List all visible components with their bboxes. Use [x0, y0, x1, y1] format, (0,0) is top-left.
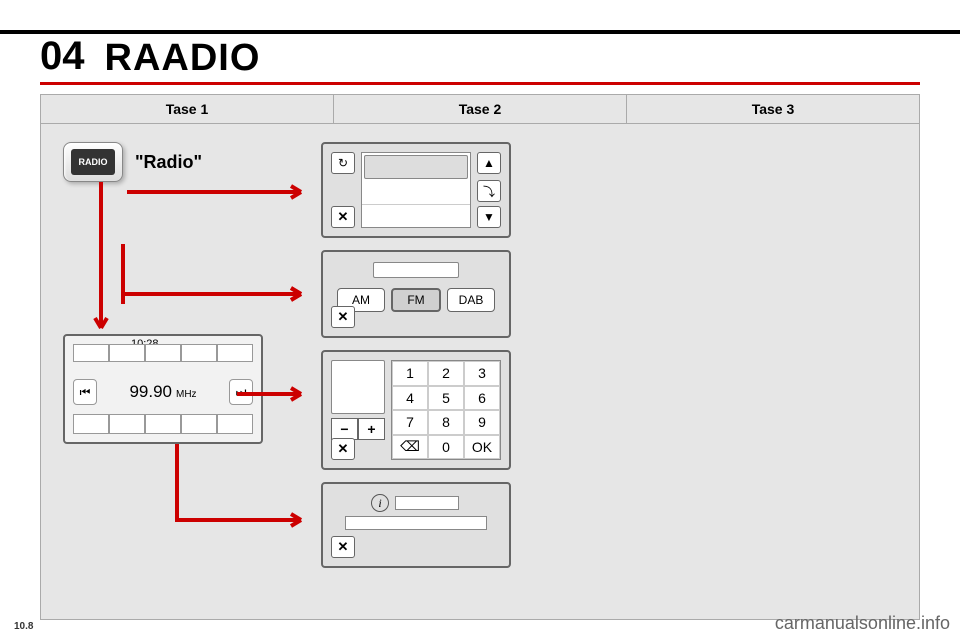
content-area: RADIO "Radio" 10:28 ⏮ 99.90MHz ⏭ — [40, 124, 920, 620]
preset-slot[interactable] — [217, 414, 253, 434]
keypad-panel: − + 1 2 3 4 5 6 7 8 9 ⌫ 0 OK ✕ — [321, 350, 511, 470]
key-9[interactable]: 9 — [464, 410, 500, 435]
preset-slot[interactable] — [73, 344, 109, 362]
keypad-display — [331, 360, 385, 414]
preset-row-bottom — [73, 414, 253, 434]
info-icon: i — [371, 494, 389, 512]
dab-button[interactable]: DAB — [447, 288, 495, 312]
preset-slot[interactable] — [109, 344, 145, 362]
chapter-number-text: 04 — [40, 34, 85, 78]
col-1-header: Tase 1 — [41, 95, 334, 123]
key-5[interactable]: 5 — [428, 386, 464, 411]
list-toggle-button[interactable]: ⤵ — [477, 180, 501, 202]
radio-hw-button[interactable]: RADIO — [63, 142, 123, 182]
chapter-title: RAADIO — [105, 36, 261, 80]
plus-button[interactable]: + — [358, 418, 385, 440]
preset-slot[interactable] — [145, 414, 181, 434]
close-button[interactable]: ✕ — [331, 438, 355, 460]
down-button[interactable]: ▼ — [477, 206, 501, 228]
frequency-readout: 99.90 MHz — [97, 382, 229, 402]
numeric-keypad: 1 2 3 4 5 6 7 8 9 ⌫ 0 OK — [391, 360, 501, 460]
title-block: 04 RAADIO — [40, 36, 260, 80]
list-item[interactable] — [362, 205, 470, 227]
list-item[interactable] — [362, 181, 470, 204]
key-8[interactable]: 8 — [428, 410, 464, 435]
chapter-number: 04 — [40, 36, 85, 76]
columns-header: Tase 1 Tase 2 Tase 3 — [40, 94, 920, 124]
preset-row-top — [73, 344, 253, 362]
freq-row: ⏮ 99.90MHz ⏭ — [73, 378, 253, 406]
preset-slot[interactable] — [109, 414, 145, 434]
freq-unit: MHz — [176, 389, 197, 400]
radio-quoted-label: "Radio" — [135, 152, 202, 173]
fm-button[interactable]: FM — [391, 288, 441, 312]
preset-slot[interactable] — [181, 344, 217, 362]
preset-slot[interactable] — [181, 414, 217, 434]
preset-slot[interactable] — [73, 414, 109, 434]
arrow-to-p2 — [117, 244, 311, 304]
preset-slot[interactable] — [217, 344, 253, 362]
info-slot-1 — [395, 496, 459, 510]
col-3-header: Tase 3 — [627, 95, 919, 123]
band-panel: AM FM DAB ✕ — [321, 250, 511, 338]
key-ok[interactable]: OK — [464, 435, 500, 460]
close-button[interactable]: ✕ — [331, 306, 355, 328]
key-0[interactable]: 0 — [428, 435, 464, 460]
close-button[interactable]: ✕ — [331, 206, 355, 228]
minus-button[interactable]: − — [331, 418, 358, 440]
band-buttons: AM FM DAB — [337, 288, 495, 312]
key-3[interactable]: 3 — [464, 361, 500, 386]
radio-hw-button-label: RADIO — [71, 149, 115, 175]
key-2[interactable]: 2 — [428, 361, 464, 386]
key-backspace[interactable]: ⌫ — [392, 435, 428, 460]
list-item[interactable] — [364, 155, 468, 179]
watermark: carmanualsonline.info — [775, 613, 950, 634]
arrow-to-p3 — [237, 382, 311, 406]
preset-slot[interactable] — [145, 344, 181, 362]
key-4[interactable]: 4 — [392, 386, 428, 411]
info-panel: i ✕ — [321, 482, 511, 568]
radio-button-group: RADIO "Radio" — [63, 142, 202, 182]
station-list — [361, 152, 471, 228]
arrow-to-p1 — [127, 182, 311, 202]
prev-station-button[interactable]: ⏮ — [73, 379, 97, 405]
info-slot-2 — [345, 516, 487, 530]
band-display-slot — [373, 262, 459, 278]
refresh-button[interactable]: ↻ — [331, 152, 355, 174]
station-list-panel: ↻ ▲ ⤵ ▼ ✕ — [321, 142, 511, 238]
title-underline — [40, 82, 920, 85]
radio-display: 10:28 ⏮ 99.90MHz ⏭ — [63, 334, 263, 444]
page-number: 10.8 — [14, 621, 33, 632]
col-2-header: Tase 2 — [334, 95, 627, 123]
up-button[interactable]: ▲ — [477, 152, 501, 174]
freq-value: 99.90 — [129, 382, 172, 401]
top-rule — [0, 30, 960, 34]
key-7[interactable]: 7 — [392, 410, 428, 435]
close-button[interactable]: ✕ — [331, 536, 355, 558]
arrow-to-p4 — [171, 444, 311, 530]
key-1[interactable]: 1 — [392, 361, 428, 386]
plus-minus-group: − + — [331, 418, 385, 440]
arrow-down-1 — [91, 182, 111, 338]
key-6[interactable]: 6 — [464, 386, 500, 411]
